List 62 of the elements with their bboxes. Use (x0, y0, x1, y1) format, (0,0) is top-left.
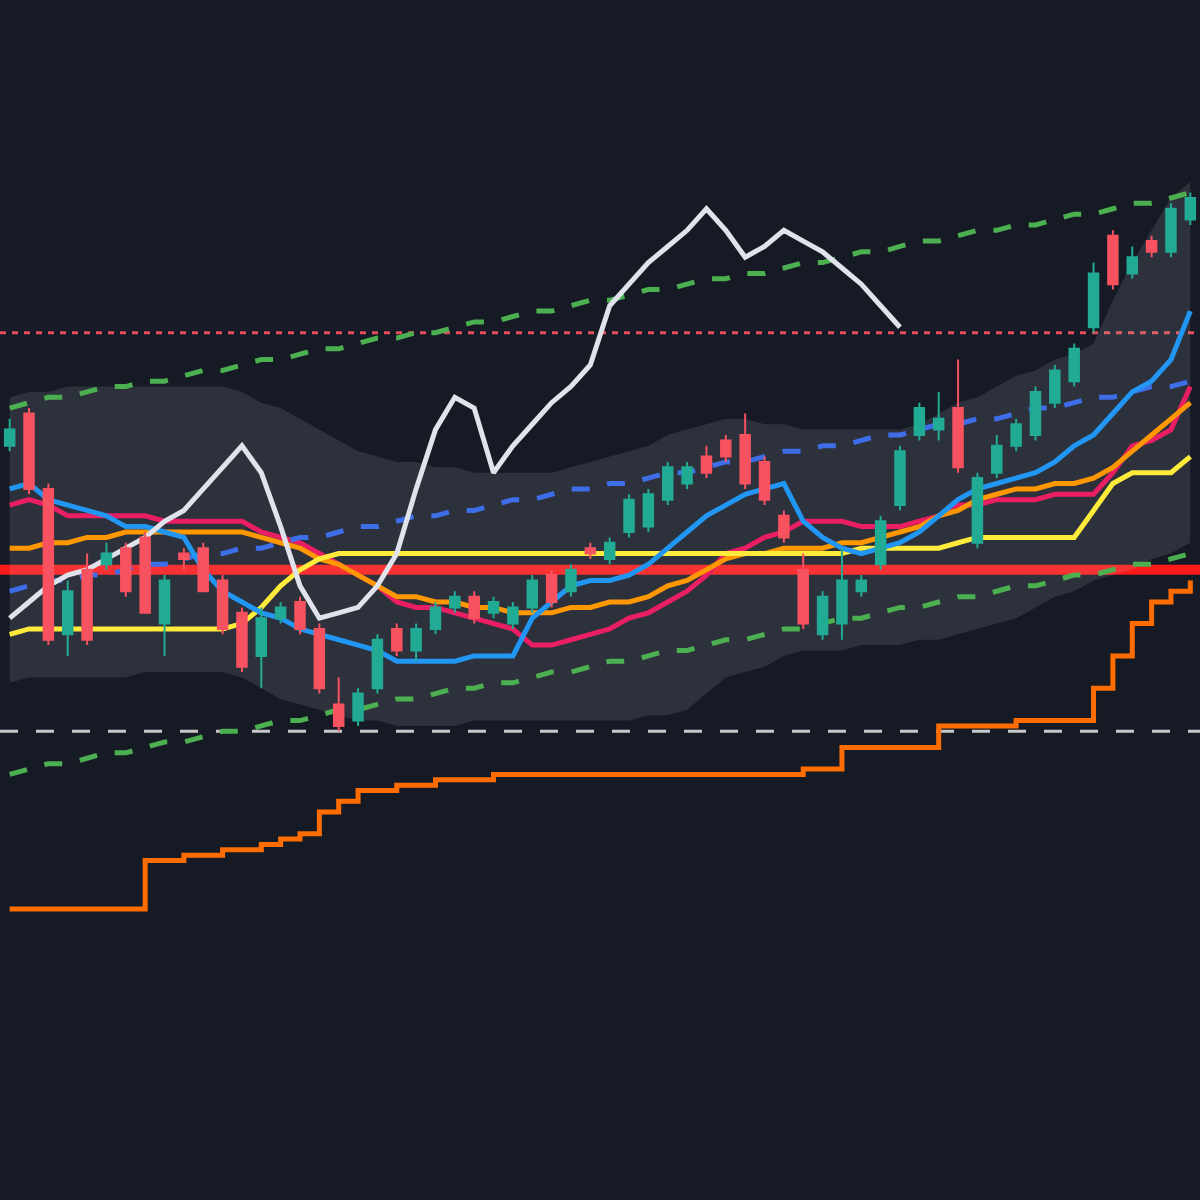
candlestick (565, 563, 577, 598)
candlestick (1107, 229, 1119, 291)
candlestick (62, 579, 74, 657)
candlestick (758, 455, 771, 507)
candlestick (216, 574, 229, 636)
candlestick (1126, 245, 1138, 280)
candlestick (371, 633, 384, 695)
candlestick (1010, 417, 1022, 453)
candlestick (874, 514, 887, 571)
candlestick (100, 541, 113, 571)
candlestick (3, 417, 16, 453)
candlestick (526, 574, 538, 614)
candlestick (1029, 385, 1042, 442)
candlestick (294, 595, 306, 636)
candlestick (391, 622, 403, 657)
candlestick (623, 493, 635, 539)
candlestick (274, 601, 287, 625)
candlestick (1049, 363, 1061, 410)
candlestick (1184, 191, 1197, 226)
candlestick (662, 460, 674, 507)
candlestick (42, 482, 55, 647)
candlestick (739, 412, 751, 490)
candlestick (603, 536, 616, 566)
candlestick (971, 471, 984, 550)
candlestick (429, 601, 442, 636)
candlestick (507, 601, 519, 630)
candlestick (178, 547, 190, 571)
candlestick (778, 509, 790, 544)
candlestick (313, 622, 326, 695)
candlestick (642, 487, 655, 533)
candlestick (139, 530, 151, 614)
candlestick (894, 444, 906, 512)
candlestick (332, 676, 345, 733)
candlestick (410, 622, 422, 663)
candlestick (23, 407, 35, 496)
candlestick (913, 401, 926, 442)
candlestick (584, 541, 597, 560)
candlestick (720, 434, 732, 463)
candlestick (255, 606, 268, 690)
candlestick (197, 541, 209, 593)
candlestick (352, 687, 364, 727)
candlestick (468, 590, 480, 625)
candlestick (932, 390, 945, 442)
candlestick (952, 358, 964, 474)
candlestick (487, 595, 500, 620)
candlestick (836, 547, 848, 641)
candlestick (81, 552, 93, 647)
candlestick (1087, 261, 1100, 334)
candlestick (700, 444, 713, 480)
candlestick (1068, 342, 1080, 388)
candlestick (545, 568, 558, 609)
candlestick (449, 590, 461, 614)
candlestick (991, 434, 1003, 480)
candlestick (158, 574, 171, 657)
candlestick (236, 606, 248, 674)
candlestick (681, 460, 693, 490)
candlestick (855, 574, 868, 598)
candlestick (816, 590, 829, 641)
candlestick (797, 552, 809, 630)
candlestick (120, 541, 132, 598)
candlestick (1145, 234, 1158, 259)
candlestick (1165, 202, 1177, 259)
